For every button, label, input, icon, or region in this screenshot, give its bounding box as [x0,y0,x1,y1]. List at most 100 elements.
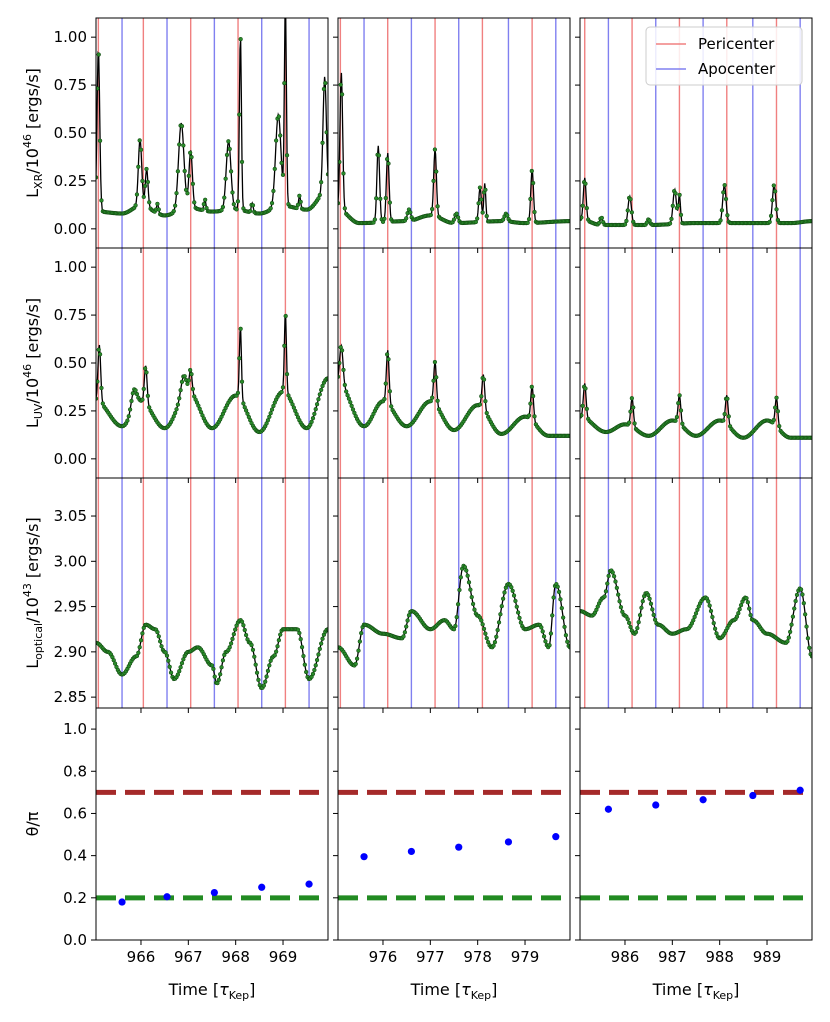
curve-point [483,631,488,636]
curve-point [273,138,279,143]
curve-point [807,645,812,651]
curve-point [312,667,317,673]
curve-point [310,416,316,421]
curve-point [584,205,589,211]
curve-point [216,677,221,683]
light-curve-markers [580,179,812,228]
curve-point [263,679,268,684]
curve-point [680,421,685,426]
panel-xr-col1 [91,17,329,253]
curve-point [774,395,779,400]
x-axis-label-col3: Time [τKep] [652,980,740,1002]
x-tick-label: 988 [705,948,734,966]
curve-point [790,614,796,619]
theta-point-5 [552,833,560,841]
curve-point [99,385,104,391]
curve-point [793,598,798,604]
curve-point [466,580,472,585]
curve-point [540,629,545,634]
curve-point [465,573,470,578]
theta-point-3 [455,843,463,851]
curve-point [339,348,345,353]
curve-point [712,626,718,631]
curve-point [359,630,364,636]
curve-point [633,629,639,635]
curve-point [491,643,496,648]
curve-point [237,112,242,117]
curve-point [532,414,537,419]
light-curve-line [580,177,812,226]
curve-point [178,388,183,393]
curve-point [580,215,584,220]
curve-point [511,593,517,598]
curve-point [189,154,194,160]
curve-point [470,601,476,607]
theta-point-1 [118,898,126,906]
curve-point [737,607,742,612]
curve-point [382,216,387,221]
curve-point [483,399,488,404]
curve-point [771,183,776,188]
y-tick-label: 0.4 [63,847,87,865]
y-tick-label: 0.2 [63,889,87,907]
curve-point [129,398,134,404]
curve-point [583,386,588,391]
panel-frame [337,477,571,709]
theta-point-2 [163,893,171,901]
curve-point [317,392,322,397]
light-curve-markers [580,568,812,659]
curve-point [126,414,131,419]
curve-point [279,389,284,395]
curve-point [177,669,182,674]
panel-plot-area [338,789,570,901]
theta-point-3 [210,888,218,897]
curve-point [561,615,566,620]
curve-point [639,605,644,610]
theta-point-5 [796,786,804,794]
y-tick-label: 0.6 [63,804,87,822]
x-axis-label-col2: Time [τKep] [410,980,498,1002]
panel-plot-area [580,478,812,708]
curve-point [133,203,138,208]
curve-point [250,203,256,208]
curve-point [278,632,283,637]
curve-point [130,391,135,396]
curve-point [316,652,321,657]
curve-point [428,212,433,218]
light-curve-markers [338,82,570,226]
curve-point [484,636,489,641]
curve-point [313,663,318,668]
curve-point [745,600,751,605]
curve-point [233,627,238,632]
light-curve-markers [96,36,328,218]
curve-point [430,206,435,212]
curve-point [174,191,179,196]
panel-frame [95,707,329,941]
curve-point [342,206,347,211]
curve-point [141,194,146,200]
curve-point [628,197,633,202]
curve-point [494,634,499,639]
curve-point [789,622,794,627]
y-tick-label: 0.75 [54,76,87,94]
panel-plot-area [338,478,570,708]
curve-point [529,168,534,174]
theta-point-2 [407,847,415,856]
curve-point [323,80,328,86]
curve-point [314,402,320,407]
curve-point [276,114,282,119]
curve-point [432,147,438,152]
curve-point [268,411,273,416]
curve-point [637,612,643,618]
curve-point [223,176,228,181]
curve-point [134,391,140,397]
curve-point [145,179,151,185]
y-axis-label-theta: θ/π [23,811,42,836]
curve-point [748,612,753,618]
curve-point [526,413,532,418]
curve-point [324,130,328,135]
curve-point [618,605,624,610]
curve-point [136,164,141,169]
curve-point [580,203,585,208]
curve-point [606,573,611,579]
